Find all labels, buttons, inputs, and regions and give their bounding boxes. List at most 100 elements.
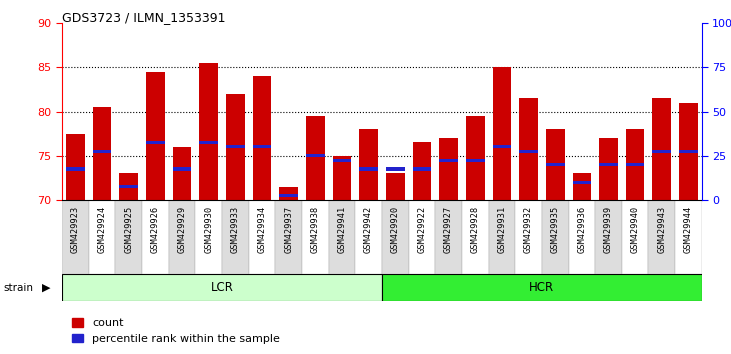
Bar <box>412 167 431 171</box>
Text: GSM429925: GSM429925 <box>124 206 133 253</box>
Bar <box>195 200 222 274</box>
Text: GSM429930: GSM429930 <box>204 206 213 253</box>
Text: GSM429932: GSM429932 <box>524 206 533 253</box>
Bar <box>439 138 458 200</box>
Bar <box>226 94 245 200</box>
Bar <box>675 200 702 274</box>
Bar <box>253 145 271 148</box>
Bar <box>169 200 195 274</box>
Text: GSM429937: GSM429937 <box>284 206 293 253</box>
Bar <box>572 181 591 184</box>
Bar <box>493 145 511 148</box>
Bar <box>488 200 515 274</box>
Bar <box>466 116 485 200</box>
Bar <box>572 173 591 200</box>
Bar <box>466 159 485 162</box>
Bar <box>412 142 431 200</box>
Text: ▶: ▶ <box>42 282 51 293</box>
Text: GSM429933: GSM429933 <box>231 206 240 253</box>
Bar <box>88 200 115 274</box>
Bar <box>546 129 564 200</box>
Text: GSM429923: GSM429923 <box>71 206 80 253</box>
Bar <box>493 67 511 200</box>
Bar <box>626 129 645 200</box>
Bar <box>653 98 671 200</box>
Bar <box>279 187 298 200</box>
Bar <box>333 159 352 162</box>
Bar <box>546 163 564 166</box>
Bar <box>599 138 618 200</box>
Bar <box>146 141 164 144</box>
Text: GSM429940: GSM429940 <box>631 206 640 253</box>
Legend: count, percentile rank within the sample: count, percentile rank within the sample <box>68 314 284 348</box>
Text: GSM429941: GSM429941 <box>338 206 346 253</box>
Bar <box>599 163 618 166</box>
Bar <box>462 200 488 274</box>
Bar <box>249 200 276 274</box>
Text: GSM429928: GSM429928 <box>471 206 480 253</box>
Text: LCR: LCR <box>211 281 233 294</box>
Bar <box>253 76 271 200</box>
Text: strain: strain <box>4 282 34 293</box>
Bar <box>626 163 645 166</box>
Bar <box>306 154 325 157</box>
Bar <box>622 200 648 274</box>
Bar <box>200 141 218 144</box>
Text: GSM429944: GSM429944 <box>684 206 693 253</box>
Text: GSM429935: GSM429935 <box>550 206 560 253</box>
Bar <box>679 150 698 153</box>
Text: GSM429927: GSM429927 <box>444 206 453 253</box>
Text: GSM429934: GSM429934 <box>257 206 267 253</box>
Bar <box>306 116 325 200</box>
Bar <box>333 156 352 200</box>
Bar <box>382 274 702 301</box>
Bar <box>515 200 542 274</box>
Text: GDS3723 / ILMN_1353391: GDS3723 / ILMN_1353391 <box>62 11 226 24</box>
Bar <box>435 200 462 274</box>
Text: GSM429938: GSM429938 <box>311 206 320 253</box>
Text: GSM429920: GSM429920 <box>391 206 400 253</box>
Bar <box>302 200 329 274</box>
Bar <box>115 200 142 274</box>
Bar <box>66 133 85 200</box>
Bar <box>648 200 675 274</box>
Bar <box>222 200 249 274</box>
Text: GSM429924: GSM429924 <box>98 206 107 253</box>
Text: GSM429943: GSM429943 <box>657 206 666 253</box>
Bar <box>226 145 245 148</box>
Bar <box>595 200 622 274</box>
Text: GSM429926: GSM429926 <box>151 206 160 253</box>
Bar <box>519 150 538 153</box>
Bar <box>119 173 138 200</box>
Text: HCR: HCR <box>529 281 554 294</box>
Bar <box>142 200 169 274</box>
Text: GSM429922: GSM429922 <box>417 206 426 253</box>
Text: GSM429929: GSM429929 <box>178 206 186 253</box>
Bar <box>360 129 378 200</box>
Bar <box>382 200 409 274</box>
Bar <box>542 200 569 274</box>
Bar <box>439 159 458 162</box>
Bar <box>569 200 595 274</box>
Bar <box>173 147 192 200</box>
Bar <box>279 194 298 197</box>
Bar <box>519 98 538 200</box>
Bar <box>62 274 382 301</box>
Bar <box>386 173 404 200</box>
Bar <box>355 200 382 274</box>
Text: GSM429931: GSM429931 <box>497 206 507 253</box>
Bar <box>146 72 164 200</box>
Bar <box>653 150 671 153</box>
Text: GSM429936: GSM429936 <box>577 206 586 253</box>
Bar <box>409 200 435 274</box>
Bar <box>119 185 138 188</box>
Bar <box>360 167 378 171</box>
Bar <box>66 167 85 171</box>
Bar <box>62 200 88 274</box>
Text: GSM429939: GSM429939 <box>604 206 613 253</box>
Bar <box>93 107 111 200</box>
Bar <box>679 103 698 200</box>
Bar <box>329 200 355 274</box>
Bar <box>386 167 404 171</box>
Bar <box>93 150 111 153</box>
